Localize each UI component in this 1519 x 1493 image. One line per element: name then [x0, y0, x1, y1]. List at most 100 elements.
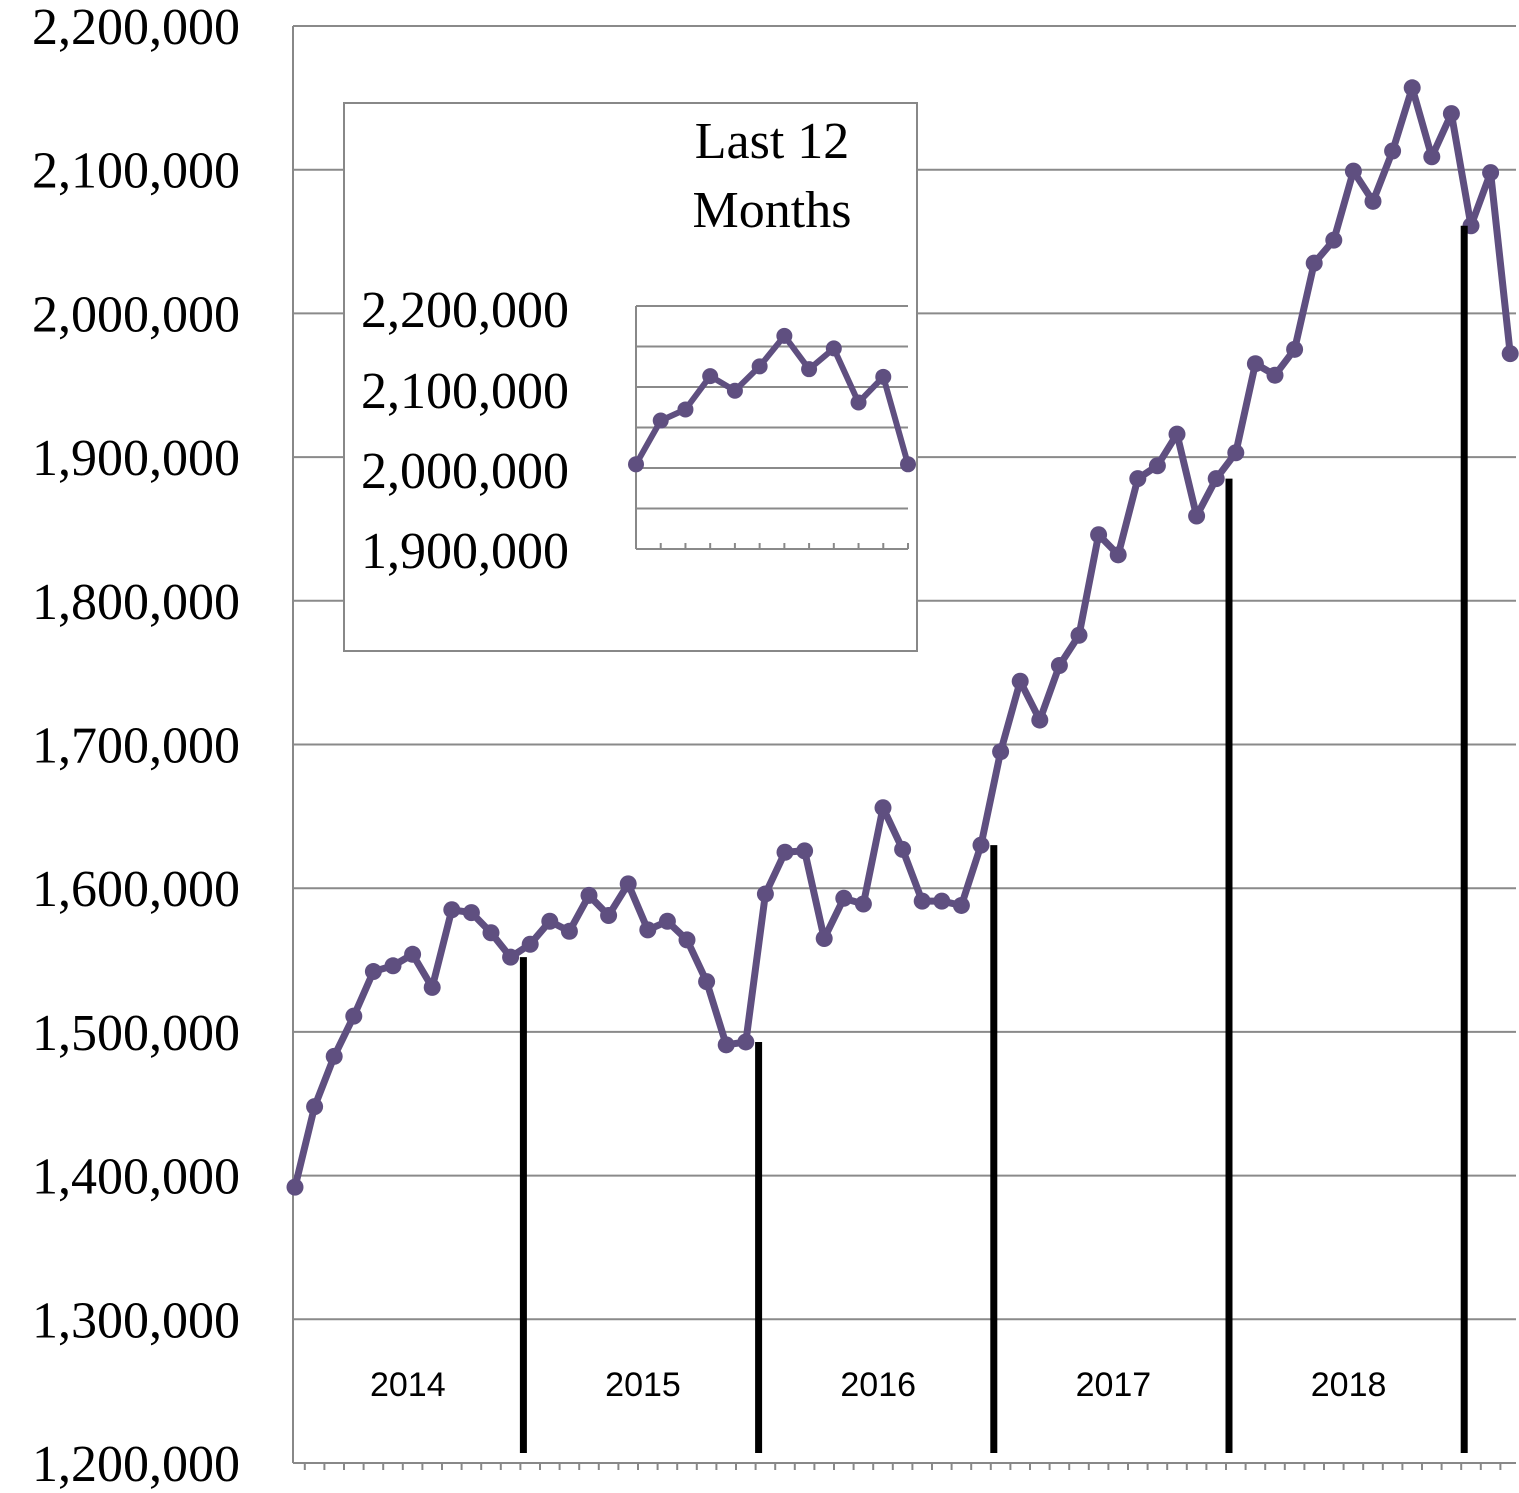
main-y-tick-label: 1,300,000	[32, 1292, 240, 1349]
main-y-tick-label: 2,100,000	[32, 143, 240, 200]
main-data-point	[619, 875, 637, 893]
main-data-point	[1031, 711, 1049, 729]
main-data-point	[325, 1047, 343, 1065]
main-data-point	[796, 842, 814, 860]
main-data-point	[1344, 162, 1362, 180]
main-data-point	[894, 840, 912, 858]
year-label: 2014	[370, 1366, 446, 1404]
main-data-point	[306, 1098, 324, 1116]
inset-data-point	[628, 456, 644, 473]
main-y-tick-label: 1,600,000	[32, 861, 240, 918]
main-data-point	[717, 1036, 735, 1054]
main-data-point	[776, 843, 794, 861]
inset-data-point	[652, 412, 669, 429]
inset-data-point	[726, 382, 743, 399]
main-data-point	[639, 921, 657, 939]
main-data-point	[364, 963, 382, 981]
main-data-point	[1188, 507, 1206, 525]
main-data-point	[286, 1178, 304, 1196]
inset-data-point	[850, 394, 867, 411]
inset-title-line-1: Last 12	[695, 113, 850, 170]
main-y-tick-label: 1,500,000	[32, 1005, 240, 1062]
main-data-point	[1207, 470, 1225, 488]
main-y-tick-labels: 1,200,000 1,300,000 1,400,000 1,500,000 1,60…	[32, 0, 240, 1493]
inset-series	[628, 327, 916, 473]
year-divider-bars	[519, 225, 1468, 1453]
main-data-point	[678, 931, 696, 949]
main-data-point	[913, 892, 931, 910]
main-data-point	[1403, 79, 1421, 97]
main-data-point	[502, 948, 520, 966]
main-data-point	[1266, 366, 1284, 384]
main-data-point	[580, 886, 598, 904]
main-data-point	[658, 912, 676, 930]
inset-data-point	[875, 368, 892, 385]
main-data-point	[1482, 164, 1500, 182]
main-y-tick-label: 1,400,000	[32, 1149, 240, 1206]
main-data-point	[1011, 672, 1029, 690]
inset-y-tick-label: 2,000,000	[361, 443, 569, 500]
year-labels: 2014 2015 2016 2017 2018	[370, 1366, 1386, 1404]
main-data-point	[756, 885, 774, 903]
main-data-point	[462, 904, 480, 922]
inset-data-point	[801, 361, 818, 378]
year-label: 2016	[840, 1366, 916, 1404]
main-data-point	[874, 799, 892, 817]
main-data-point	[1050, 656, 1068, 674]
main-data-point	[854, 895, 872, 913]
main-data-point	[1423, 148, 1441, 166]
main-data-point	[1109, 546, 1127, 564]
main-data-point	[384, 957, 402, 975]
inset-title-line-2: Months	[693, 182, 852, 239]
main-y-tick-label: 2,200,000	[32, 0, 240, 56]
main-data-point	[835, 889, 853, 907]
main-data-point	[560, 922, 578, 940]
main-data-point	[972, 836, 990, 854]
year-label: 2017	[1076, 1366, 1152, 1404]
main-y-tick-label: 1,700,000	[32, 718, 240, 775]
main-data-point	[1286, 340, 1304, 358]
main-data-point	[1364, 192, 1382, 210]
inset-y-tick-labels: 2,200,000 2,100,000 2,000,000 1,900,000	[361, 282, 569, 580]
main-data-point	[1384, 142, 1402, 160]
main-data-point	[737, 1033, 755, 1051]
main-y-tick-label: 1,800,000	[32, 574, 240, 631]
main-y-tick-label: 1,900,000	[32, 430, 240, 487]
main-data-point	[345, 1007, 363, 1025]
inset-chart: Last 12 Months 2,200,000 2,100,000 2,000,0…	[343, 102, 918, 652]
main-series	[286, 79, 1519, 1196]
main-y-tick-label: 1,200,000	[32, 1436, 240, 1493]
main-data-point	[1168, 425, 1186, 443]
main-data-point	[952, 896, 970, 914]
inset-y-tick-label: 2,200,000	[361, 282, 569, 339]
year-label: 2018	[1311, 1366, 1387, 1404]
main-data-point	[1227, 444, 1245, 462]
main-data-point	[1325, 231, 1343, 249]
main-data-point	[1501, 345, 1519, 363]
inset-data-point	[776, 327, 793, 344]
main-data-point	[1090, 526, 1108, 544]
main-data-point	[1148, 457, 1166, 475]
inset-data-point	[825, 340, 842, 357]
main-data-point	[1070, 626, 1088, 644]
main-data-point	[815, 929, 833, 947]
main-data-point	[600, 907, 618, 925]
main-data-point	[992, 743, 1010, 761]
main-data-point	[698, 973, 716, 991]
main-data-point	[404, 945, 422, 963]
main-data-point	[1129, 470, 1147, 488]
inset-y-tick-label: 1,900,000	[361, 523, 569, 580]
main-data-point	[933, 892, 951, 910]
inset-data-point	[677, 401, 694, 418]
main-axes	[292, 26, 1516, 1470]
year-label: 2015	[605, 1366, 681, 1404]
inset-data-point	[900, 456, 916, 473]
inset-data-point	[751, 358, 768, 375]
inset-y-tick-label: 2,100,000	[361, 363, 569, 420]
main-y-tick-label: 2,000,000	[32, 286, 240, 343]
inset-frame	[343, 102, 918, 652]
main-data-point	[1442, 105, 1460, 123]
main-data-point	[1246, 355, 1264, 373]
inset-data-point	[702, 368, 719, 385]
